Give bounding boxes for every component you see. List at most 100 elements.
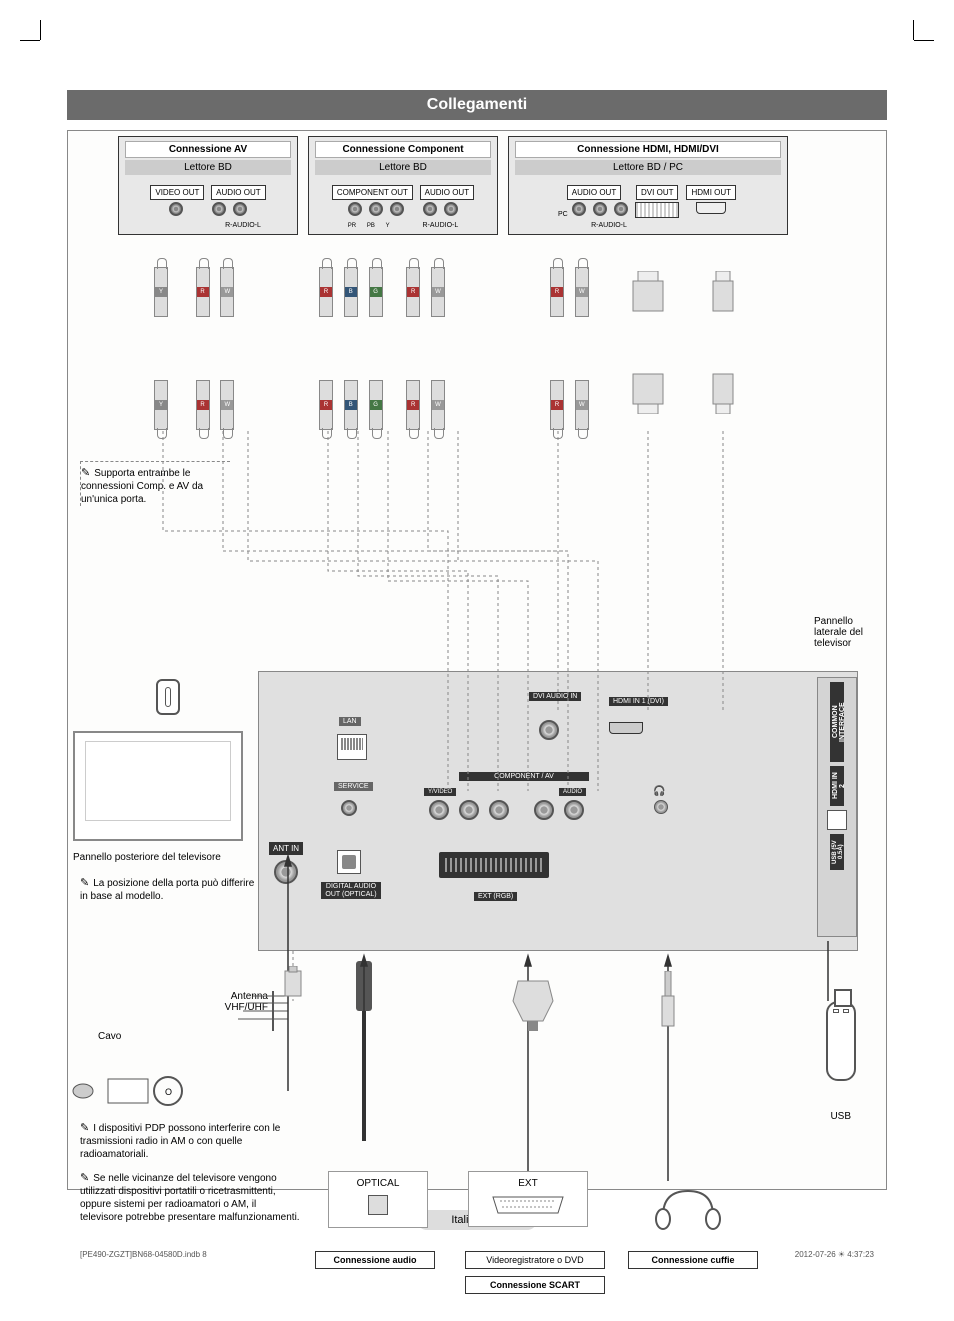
hdmi2-label: HDMI IN 2 <box>830 766 844 806</box>
coax-plug-icon <box>281 966 305 1009</box>
plug-icon: W <box>431 267 445 317</box>
svg-text:O: O <box>165 1087 172 1097</box>
audio-out-label: AUDIO OUT <box>420 185 474 200</box>
plug-icon: B <box>344 380 358 430</box>
usb-label: USB (5V 0.5A) <box>830 834 844 870</box>
dvi-cable-top <box>628 271 668 324</box>
connection-diagram: Connessione AV Lettore BD VIDEO OUT AUDI… <box>67 130 887 1190</box>
av-sub: Lettore BD <box>125 160 291 175</box>
hdmi1-label: HDMI IN 1 (DVI) <box>609 697 668 706</box>
audio-out-label: AUDIO OUT <box>567 185 621 200</box>
back-panel-note: Pannello posteriore del televisore <box>73 851 263 864</box>
plug-icon: W <box>431 380 445 430</box>
headphone-icon: 🎧 <box>653 786 665 797</box>
component-sub: Lettore BD <box>315 160 491 175</box>
hdmi-port-icon <box>696 202 726 214</box>
cable-box-icon: O <box>68 1071 208 1114</box>
plug-icon: W <box>575 267 589 317</box>
scart-cable-icon <box>508 971 558 1034</box>
power-socket-icon <box>156 679 180 715</box>
page: Collegamenti Connessione AV Lettore BD V… <box>67 90 887 1230</box>
section-title: Collegamenti <box>67 90 887 120</box>
note-pdp: I dispositivi PDP possono interferire co… <box>80 1121 300 1161</box>
ant-label: ANT IN <box>269 842 303 855</box>
headphones-icon <box>648 1181 728 1234</box>
hdmi-audio-plugs-bottom: R W <box>546 377 593 430</box>
plug-icon: G <box>369 380 383 430</box>
scart-port <box>439 852 549 878</box>
jack-icon <box>593 202 607 216</box>
cavo-label: Cavo <box>98 1031 121 1042</box>
av-plugs-top: Y R W <box>150 267 238 320</box>
comp-jack <box>534 800 554 820</box>
ext-device: EXT <box>468 1171 588 1227</box>
optical-port-icon <box>368 1195 388 1215</box>
plug-icon: W <box>220 267 234 317</box>
comp-plugs-bottom: R B G R W <box>315 377 449 430</box>
hdmi1-port <box>609 722 643 734</box>
comp-pb: PB <box>367 223 375 229</box>
footer-right: 2012-07-26 ☀ 4:37:23 <box>795 1250 874 1259</box>
component-column: Connessione Component Lettore BD COMPONE… <box>308 136 498 235</box>
plug-icon: W <box>220 380 234 430</box>
hdmi-cable-top <box>708 271 738 324</box>
plug-icon: G <box>369 267 383 317</box>
jack-icon <box>169 202 183 216</box>
plug-icon: R <box>406 380 420 430</box>
ext-label: EXT (RGB) <box>474 892 517 901</box>
conn-cuffie-label: Connessione cuffie <box>628 1251 758 1269</box>
lan-label: LAN <box>339 717 361 726</box>
comp-y: Y <box>386 223 390 229</box>
r-audio-l: R-AUDIO-L <box>591 222 627 229</box>
r-audio-l: R-AUDIO-L <box>422 222 458 229</box>
jack-icon <box>369 202 383 216</box>
footer-left: [PE490-ZGZT]BN68-04580D.indb 8 <box>80 1250 207 1259</box>
note-supporta: Supporta entrambe le connessioni Comp. e… <box>80 461 230 506</box>
optical-device: OPTICAL <box>328 1171 428 1228</box>
optical-port <box>337 850 361 874</box>
dvi-port-icon <box>635 202 679 218</box>
headphone-jack <box>654 800 668 814</box>
hdmi-cable-bottom <box>708 361 738 414</box>
note-vicinanze: Se nelle vicinanze del televisore vengon… <box>80 1171 300 1224</box>
conn-audio-label: Connessione audio <box>315 1251 435 1269</box>
video-label: Y/VIDEO <box>424 788 456 796</box>
plug-icon: R <box>319 267 333 317</box>
component-out-label: COMPONENT OUT <box>332 185 413 200</box>
jack-icon <box>348 202 362 216</box>
dvi-cable-bottom <box>628 361 668 414</box>
jack-icon <box>423 202 437 216</box>
comp-pr: PR <box>348 223 356 229</box>
plug-icon: Y <box>154 267 168 317</box>
comp-jack <box>459 800 479 820</box>
hdmi-column: Connessione HDMI, HDMI/DVI Lettore BD / … <box>508 136 788 235</box>
tv-side-panel: COMMON INTERFACE HDMI IN 2 USB (5V 0.5A) <box>817 677 857 937</box>
comp-plugs-top: R B G R W <box>315 267 449 320</box>
hdmi-out-label: HDMI OUT <box>686 185 736 200</box>
common-interface-label: COMMON INTERFACE <box>830 682 844 762</box>
hdmi-header: Connessione HDMI, HDMI/DVI <box>515 141 781 158</box>
r-audio-l: R-AUDIO-L <box>225 222 261 229</box>
jack-icon <box>572 202 586 216</box>
tv-front-icon <box>73 731 243 841</box>
plug-icon: R <box>550 267 564 317</box>
note-posizione: La posizione della porta può differire i… <box>80 876 260 903</box>
conn-scart-label: Connessione SCART <box>465 1276 605 1294</box>
scart-icon <box>488 1193 568 1217</box>
comp-jack <box>429 800 449 820</box>
jack-icon <box>212 202 226 216</box>
hdmi-sub: Lettore BD / PC <box>515 160 781 175</box>
headphone-plug-icon <box>658 971 678 1034</box>
usb-label: USB <box>830 1111 851 1122</box>
jack-icon <box>233 202 247 216</box>
dvi-audio-jack <box>539 720 559 740</box>
side-panel-note: Pannello laterale del televisor <box>814 616 874 649</box>
av-header: Connessione AV <box>125 141 291 158</box>
plug-icon: R <box>319 380 333 430</box>
av-column: Connessione AV Lettore BD VIDEO OUT AUDI… <box>118 136 298 235</box>
usb-stick-icon <box>826 1001 856 1081</box>
comp-jack <box>489 800 509 820</box>
service-label: SERVICE <box>334 782 373 791</box>
comp-jack <box>564 800 584 820</box>
plug-icon: B <box>344 267 358 317</box>
